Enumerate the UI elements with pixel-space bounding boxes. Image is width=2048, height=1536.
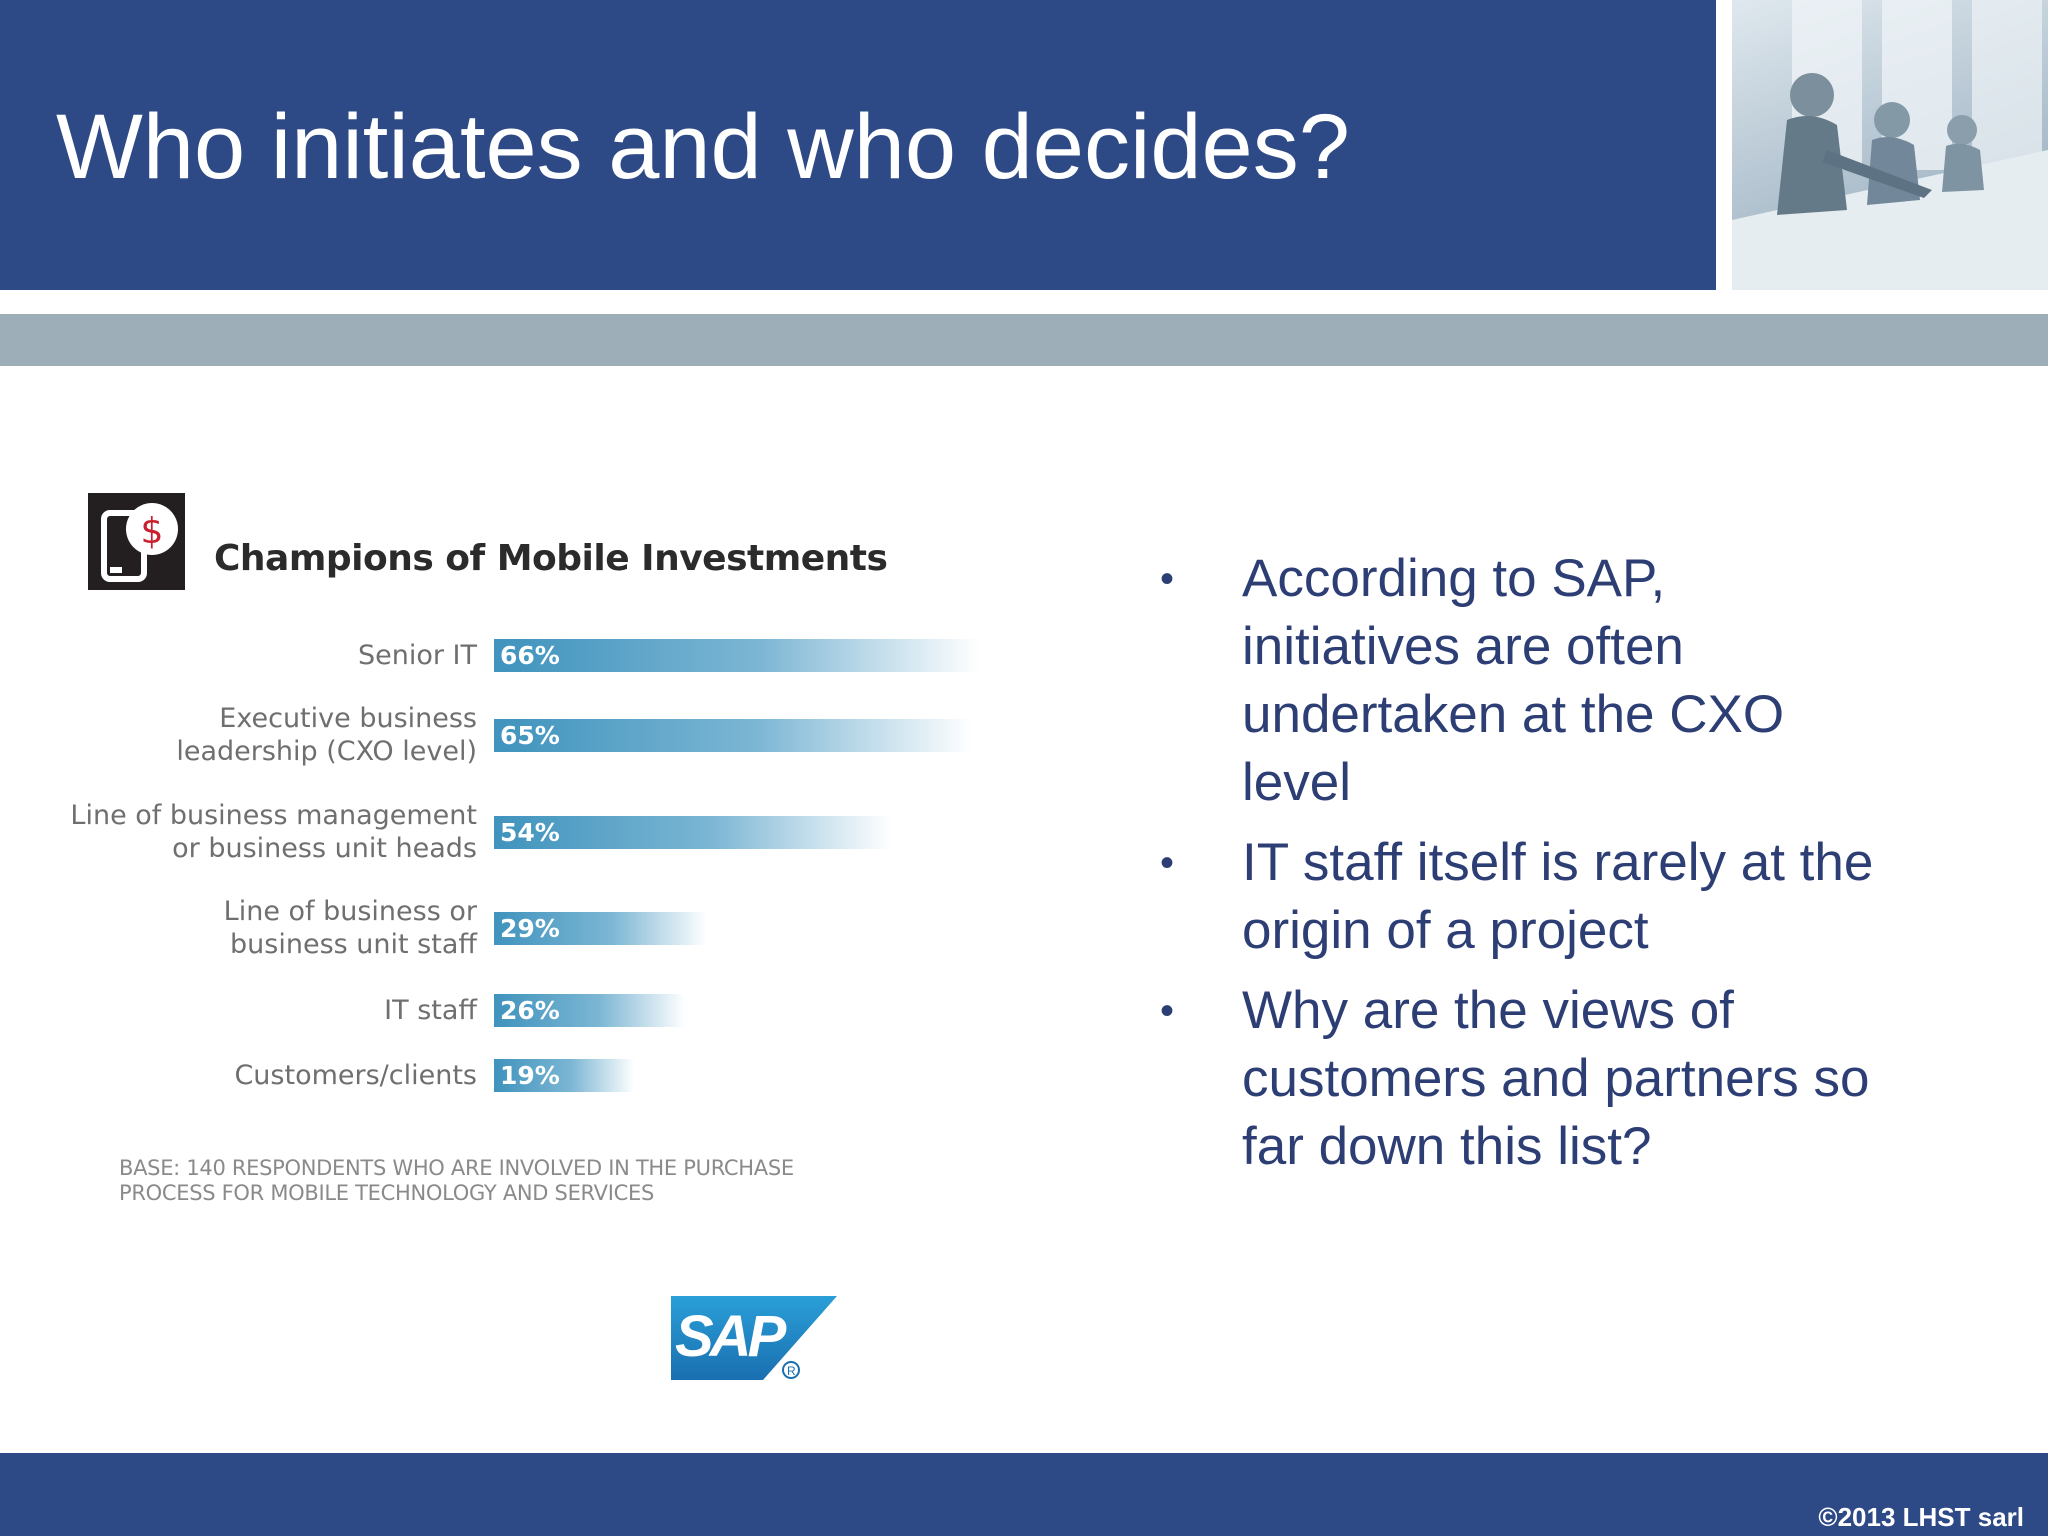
bullet-item: • Why are the views of customers and par… xyxy=(1160,977,1880,1181)
bullet-dot-icon: • xyxy=(1160,989,1175,1033)
bar-mark xyxy=(494,1059,634,1092)
bar-value-label: 29% xyxy=(500,914,560,943)
bullet-text: IT staff itself is rarely at the origin … xyxy=(1242,833,1874,960)
bullet-text: Why are the views of customers and partn… xyxy=(1242,981,1870,1176)
svg-text:$: $ xyxy=(141,511,164,552)
slide-title: Who initiates and who decides? xyxy=(56,96,1350,198)
category-label: Executive business leadership (CXO level… xyxy=(176,703,477,767)
chart-title: Champions of Mobile Investments xyxy=(214,538,888,579)
copyright-text: ©2013 LHST sarl xyxy=(1818,1502,2024,1532)
mobile-money-icon: $ xyxy=(88,493,185,590)
bullet-dot-icon: • xyxy=(1160,841,1175,885)
category-label: Line of business management or business … xyxy=(70,800,477,864)
bar-value-label: 66% xyxy=(500,641,560,670)
bar-value-label: 65% xyxy=(500,721,560,750)
category-label: Line of business or business unit staff xyxy=(223,896,477,960)
bar-value-label: 19% xyxy=(500,1061,560,1090)
meeting-photo xyxy=(1732,0,2048,290)
header-bar: Who initiates and who decides? xyxy=(0,0,1716,290)
bullet-text: According to SAP, initiatives are often … xyxy=(1242,549,1785,812)
category-label: Senior IT xyxy=(357,639,477,671)
bar-value-label: 26% xyxy=(500,996,560,1025)
bar-mark xyxy=(494,816,891,849)
bullet-item: • According to SAP, initiatives are ofte… xyxy=(1160,545,1880,817)
sap-logo: SAP R xyxy=(671,1296,841,1380)
bar-mark xyxy=(494,912,707,945)
chart-base-note: BASE: 140 respondents who are involved i… xyxy=(119,1156,794,1205)
category-label: Customers/clients xyxy=(234,1059,477,1091)
bullet-list: • According to SAP, initiatives are ofte… xyxy=(1160,545,1880,1193)
bar-value-label: 54% xyxy=(500,818,560,847)
bar-mark xyxy=(494,639,979,672)
svg-text:R: R xyxy=(787,1364,796,1378)
bar-mark xyxy=(494,994,685,1027)
category-label: IT staff xyxy=(384,994,477,1026)
svg-text:SAP: SAP xyxy=(675,1304,787,1369)
bullet-item: • IT staff itself is rarely at the origi… xyxy=(1160,829,1880,965)
bullet-dot-icon: • xyxy=(1160,557,1175,601)
footer-bar xyxy=(0,1453,2048,1536)
bar-mark xyxy=(494,719,972,752)
divider-band xyxy=(0,314,2048,366)
